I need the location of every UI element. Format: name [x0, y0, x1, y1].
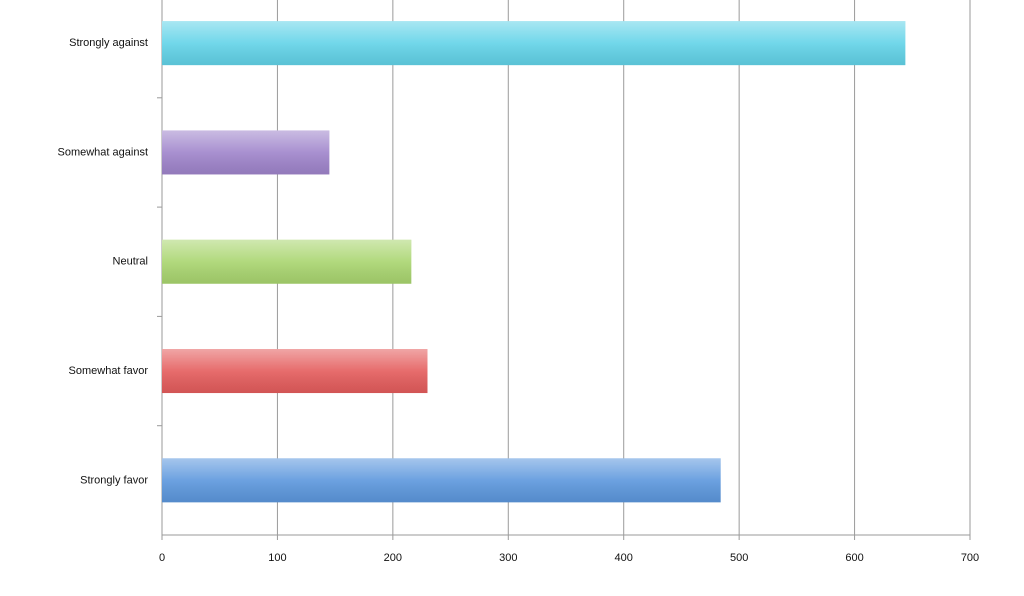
x-tick-label: 300 — [499, 552, 517, 564]
bar-shine — [162, 130, 330, 175]
x-tick-label: 400 — [615, 552, 633, 564]
bar-shine — [162, 239, 412, 284]
bar-shine — [162, 349, 428, 394]
y-tick-label: Somewhat against — [58, 146, 149, 158]
x-tick-label: 200 — [384, 552, 402, 564]
x-tick-label: 0 — [159, 552, 165, 564]
x-tick-label: 700 — [961, 552, 979, 564]
x-tick-label: 500 — [730, 552, 748, 564]
x-tick-label: 600 — [845, 552, 863, 564]
y-tick-label: Neutral — [113, 256, 148, 268]
x-tick-label: 100 — [268, 552, 286, 564]
bar-shine — [162, 458, 721, 503]
y-tick-label: Somewhat favor — [69, 365, 149, 377]
y-tick-label: Strongly favor — [80, 474, 148, 486]
bar-shine — [162, 21, 906, 66]
y-tick-label: Strongly against — [69, 37, 148, 49]
